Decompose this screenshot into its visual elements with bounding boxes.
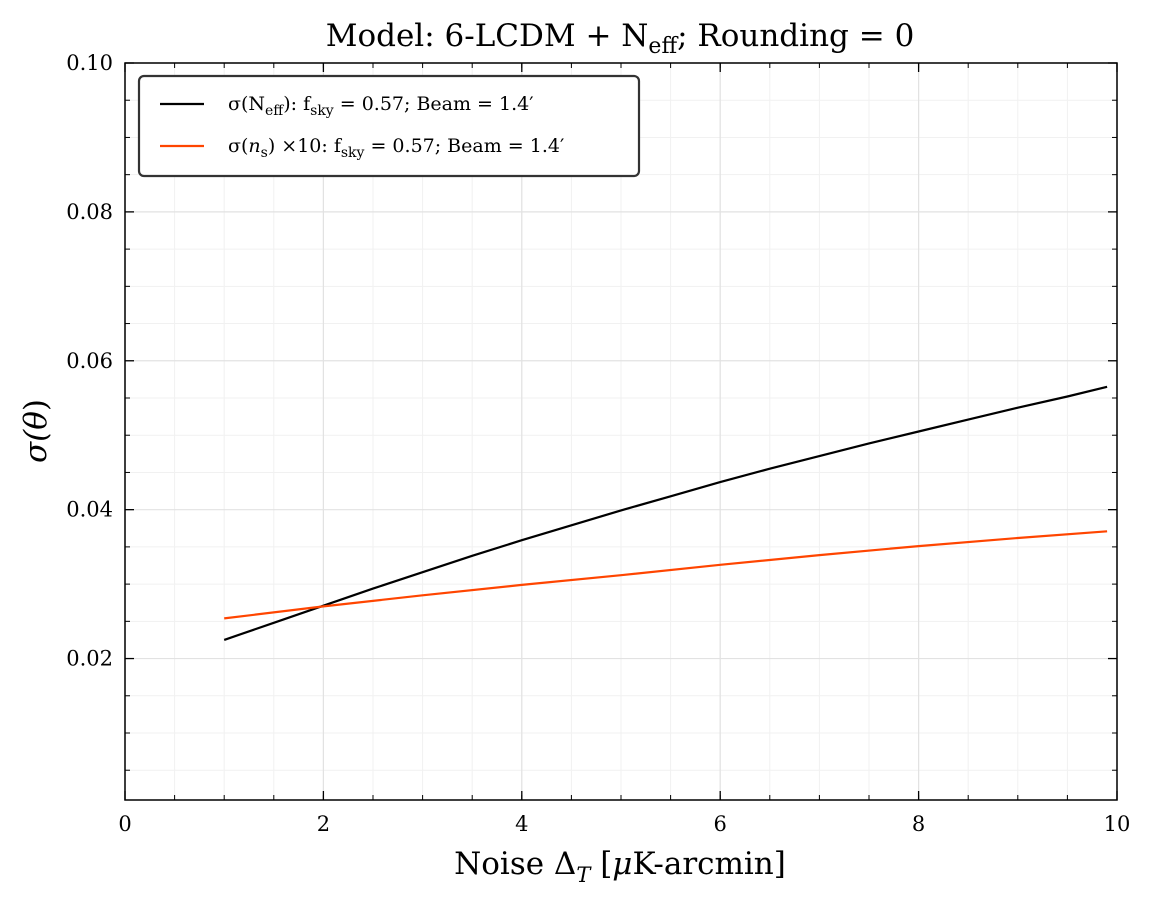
x-tick-label: 6 (714, 812, 727, 836)
y-tick-labels: 0.02 0.04 0.06 0.08 0.10 (66, 51, 113, 671)
series-line-1 (223, 385, 1108, 641)
xlabel-part-a: Noise Δ (454, 846, 576, 882)
title-prefix: Model: 6-LCDM + N (326, 18, 649, 54)
xlabel-subscript: T (576, 863, 592, 887)
chart-title: Model: 6-LCDM + Neff; Rounding = 0 (326, 18, 915, 59)
x-tick-label: 8 (912, 812, 925, 836)
legend-label-part: s (261, 145, 268, 161)
legend: σ(Neff): fsky = 0.57; Beam = 1.4′σ(ns) ×… (137, 74, 641, 178)
legend-label-2: σ(ns) ×10: fsky = 0.57; Beam = 1.4′ (228, 135, 564, 161)
y-tick-label: 0.02 (66, 647, 113, 671)
xlabel-part-c: K-arcmin] (632, 846, 785, 882)
x-tick-labels: 0 2 4 6 8 10 (118, 812, 1130, 836)
series-line-2 (224, 530, 1108, 620)
x-tick-label: 4 (515, 812, 528, 836)
legend-label-part: = 0.57; Beam = 1.4′ (334, 93, 534, 115)
ylabel-theta: θ (18, 411, 54, 430)
legend-label-part: ) ×10: f (268, 135, 343, 157)
legend-label-part: eff (265, 103, 284, 119)
title-suffix: ; Rounding = 0 (677, 18, 914, 54)
x-tick-label: 0 (118, 812, 131, 836)
y-tick-label: 0.04 (66, 498, 113, 522)
legend-label-part: ): f (283, 93, 312, 115)
legend-label-part: sky (310, 103, 334, 119)
legend-label-part: = 0.57; Beam = 1.4′ (364, 135, 564, 157)
plot-frame (124, 62, 1118, 801)
y-tick-label: 0.10 (66, 51, 113, 75)
legend-label-part: n (248, 135, 260, 157)
series-lines (223, 385, 1108, 641)
y-tick-label: 0.06 (66, 349, 113, 373)
y-tick-label: 0.08 (66, 200, 113, 224)
x-tick-label: 2 (317, 812, 330, 836)
xlabel-part-b: [ (590, 846, 612, 882)
title-subscript: eff (648, 34, 678, 59)
xlabel-mu: μ (612, 846, 632, 882)
legend-label-part: σ( (228, 135, 248, 157)
legend-label-1: σ(Neff): fsky = 0.57; Beam = 1.4′ (228, 93, 534, 119)
y-axis-label: σ(θ) (18, 399, 54, 463)
legend-label-part: sky (341, 145, 365, 161)
ylabel-part-b: ) (18, 399, 54, 411)
x-axis-label: Noise ΔT [μK-arcmin] (454, 846, 786, 887)
legend-box (137, 74, 641, 178)
x-tick-label: 10 (1104, 812, 1131, 836)
legend-label-part: σ(N (228, 93, 265, 115)
ylabel-part-a: σ( (18, 429, 54, 463)
